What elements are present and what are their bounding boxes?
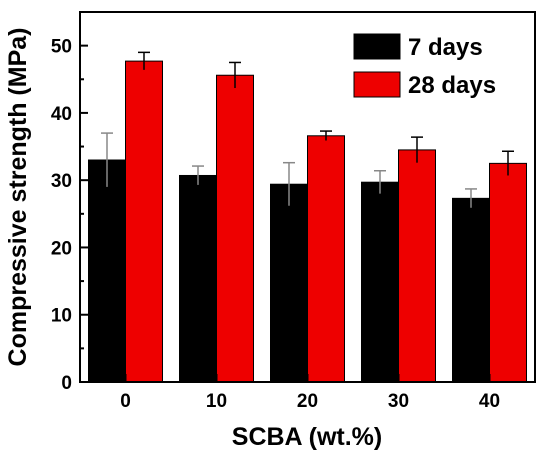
y-tick-label-20: 20 <box>51 238 72 259</box>
bars-layer <box>88 60 527 383</box>
y-tick-label-10: 10 <box>51 306 72 327</box>
x-axis: 0 10 20 30 40 <box>120 374 500 412</box>
x-tick-label-20: 20 <box>297 391 318 412</box>
bar-28-days-20 <box>307 135 345 383</box>
legend-swatch-7-days <box>353 33 401 60</box>
x-axis-title: SCBA (wt.%) <box>232 423 382 451</box>
x-tick-label-40: 40 <box>479 391 500 412</box>
error-bar-28-days-0 <box>138 51 150 70</box>
error-bar-28-days-40 <box>502 150 514 176</box>
bar-28-days-40 <box>489 162 527 383</box>
bar-7-days-40 <box>452 197 490 383</box>
y-tick-label-30: 30 <box>51 171 72 192</box>
legend: 7 days 28 days <box>353 33 496 99</box>
error-bars-layer <box>101 51 514 208</box>
legend-label-28-days: 28 days <box>408 72 496 99</box>
x-tick-label-30: 30 <box>388 391 409 412</box>
bar-7-days-20 <box>270 183 308 383</box>
y-tick-label-40: 40 <box>51 104 72 125</box>
y-tick-label-0: 0 <box>61 373 72 394</box>
error-bar-7-days-20 <box>283 161 295 206</box>
error-bar-28-days-20 <box>320 130 332 141</box>
error-bar-7-days-40 <box>465 188 477 208</box>
bar-28-days-30 <box>398 149 436 383</box>
error-bar-7-days-10 <box>192 165 204 185</box>
bar-7-days-30 <box>361 181 399 383</box>
bar-7-days-0 <box>88 159 126 383</box>
error-bar-28-days-30 <box>411 136 423 163</box>
y-axis-title: Compressive strength (MPa) <box>4 28 32 367</box>
legend-swatch-28-days <box>353 71 401 98</box>
bar-28-days-10 <box>216 74 254 383</box>
error-bar-7-days-0 <box>101 132 113 187</box>
x-tick-label-0: 0 <box>120 391 131 412</box>
bar-7-days-10 <box>179 174 217 383</box>
bar-28-days-0 <box>125 60 163 383</box>
x-tick-label-10: 10 <box>206 391 227 412</box>
error-bar-7-days-30 <box>374 170 386 194</box>
y-tick-label-50: 50 <box>51 37 72 58</box>
error-bar-28-days-10 <box>229 61 241 89</box>
y-axis: 0 10 20 30 40 50 <box>51 11 88 394</box>
legend-label-7-days: 7 days <box>408 34 483 61</box>
